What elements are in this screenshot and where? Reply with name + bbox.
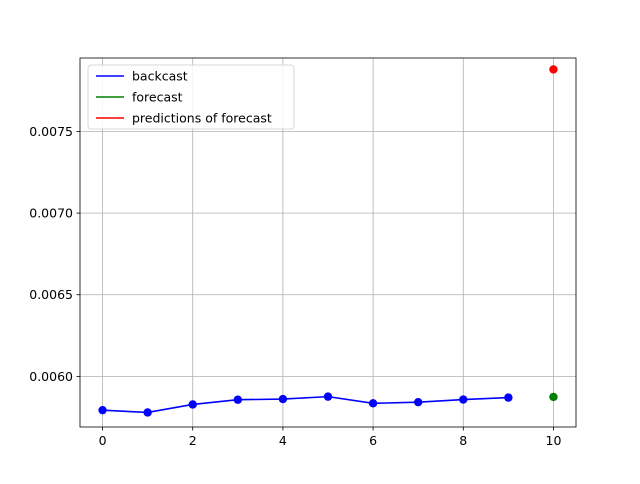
backcast-line [102, 395, 509, 414]
backcast-point [323, 392, 333, 401]
y-tick-label: 0.0070 [29, 206, 73, 221]
axes-frame [79, 57, 577, 428]
x-tick-label: 0 [99, 433, 107, 448]
legend-box [87, 64, 295, 130]
backcast-point [368, 399, 378, 408]
y-tick-label: 0.0060 [29, 369, 73, 384]
x-tick-label: 4 [279, 433, 287, 448]
backcast-point [504, 393, 513, 402]
backcast-point [413, 397, 423, 407]
y-tick-label: 0.0075 [29, 124, 73, 139]
backcast-point [278, 394, 288, 404]
x-tick-label: 10 [546, 433, 562, 448]
backcast-point [233, 395, 243, 404]
legend-label: forecast [132, 90, 183, 105]
legend-label: backcast [132, 69, 188, 84]
y-tick-label: 0.0065 [29, 287, 73, 302]
x-tick-label: 2 [189, 433, 197, 448]
predictions-of-forecast-point [549, 65, 558, 74]
x-tick-label: 8 [459, 433, 467, 448]
forecast-point [549, 392, 558, 402]
backcast-point [188, 400, 197, 409]
backcast-point [98, 405, 107, 415]
backcast-point [143, 408, 152, 417]
x-tick-label: 6 [369, 433, 377, 448]
backcast-point [459, 395, 468, 404]
legend-label: predictions of forecast [132, 111, 272, 126]
